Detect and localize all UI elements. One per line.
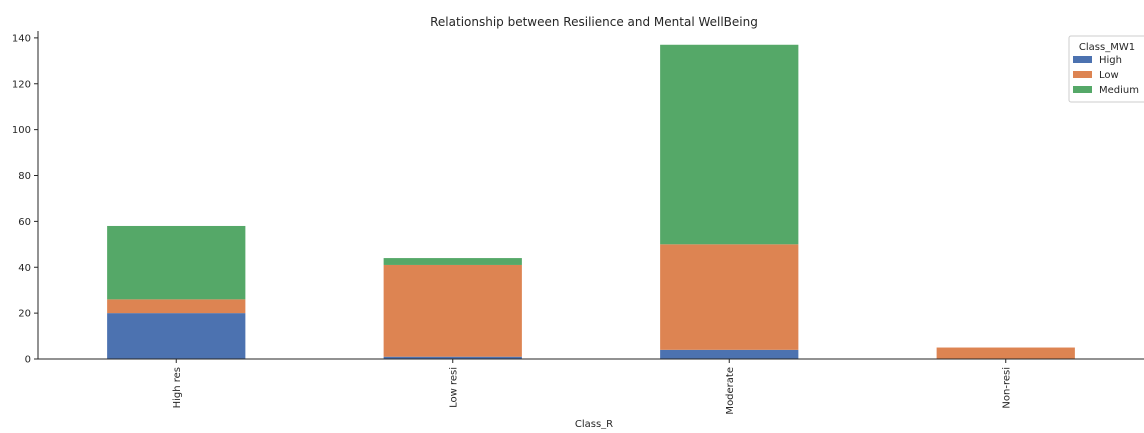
bar-low-moderate [660, 244, 799, 350]
bar-high-high-res [107, 313, 246, 359]
y-tick-label: 140 [12, 33, 31, 44]
legend-box [1068, 35, 1144, 103]
x-axis: High res Low resi Moderate Non-resi [38, 358, 1144, 415]
x-tick-label: Non-resi [1001, 367, 1012, 409]
y-tick-label: 40 [18, 263, 31, 274]
legend-swatch-medium [1073, 86, 1092, 93]
bar-medium-high-res [107, 225, 246, 300]
y-tick-label: 80 [18, 171, 31, 182]
chart-title: Relationship between Resilience and Ment… [430, 15, 758, 29]
bar-high-moderate [660, 349, 799, 359]
legend-label-medium: Medium [1099, 85, 1139, 96]
bar-high-low-resi [383, 356, 522, 359]
y-tick-label: 0 [25, 355, 31, 366]
legend-swatch-high [1073, 56, 1092, 63]
y-tick-label: 100 [12, 125, 31, 136]
legend[interactable]: Class_MW1 High Low Medium [1068, 35, 1144, 103]
x-tick-label: Low resi [448, 367, 459, 408]
legend-swatch-low [1073, 71, 1092, 78]
legend-label-low: Low [1099, 70, 1119, 81]
bar-low-high-res [107, 299, 246, 314]
y-axis: 0 20 40 60 80 100 120 140 [12, 31, 39, 366]
y-tick-label: 20 [18, 309, 31, 320]
bar-low-low-resi [383, 264, 522, 357]
x-tick-label: Moderate [725, 367, 736, 415]
legend-label-high: High [1099, 55, 1122, 66]
bars-group [107, 44, 1075, 359]
x-axis-title: Class_R [575, 419, 613, 429]
bar-medium-moderate [660, 44, 799, 245]
x-tick-label: High res [172, 367, 183, 408]
legend-title: Class_MW1 [1079, 42, 1135, 53]
y-tick-label: 120 [12, 79, 31, 90]
bar-low-non-resi [936, 347, 1075, 359]
bar-medium-low-resi [383, 258, 522, 265]
y-tick-label: 60 [18, 217, 31, 228]
